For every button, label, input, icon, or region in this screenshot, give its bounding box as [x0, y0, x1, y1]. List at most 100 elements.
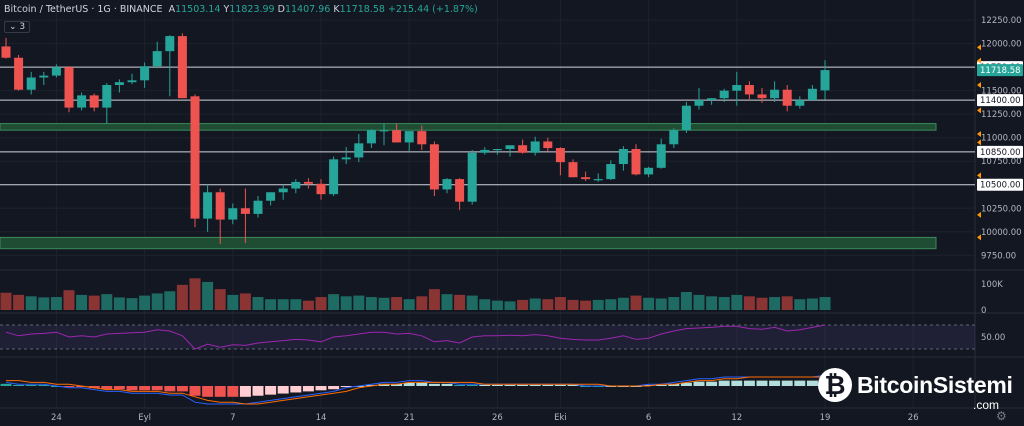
time-tick-label: 19 — [820, 413, 831, 423]
volume-bar — [176, 284, 188, 310]
candle-body — [354, 143, 364, 158]
macd-histogram-bar — [25, 384, 37, 386]
macd-histogram-bar — [239, 386, 251, 397]
macd-histogram-bar — [265, 386, 277, 395]
volume-bar — [605, 299, 617, 310]
time-tick-label: 26 — [908, 413, 919, 423]
macd-histogram-bar — [718, 380, 730, 386]
candle-body — [719, 90, 729, 99]
alert-marker-icon — [977, 82, 981, 89]
time-tick-label: 24 — [51, 413, 62, 423]
volume-bar — [88, 295, 100, 310]
candle-body — [329, 159, 339, 195]
volume-bar — [617, 297, 629, 310]
candle-body — [618, 148, 628, 165]
rsi-line — [5, 324, 826, 350]
macd-histogram-bar — [655, 384, 667, 386]
macd-histogram-bar — [139, 386, 151, 391]
price-tick-label: 12250.00 — [981, 16, 1022, 26]
time-tick-label: Eki — [554, 413, 567, 423]
alert-marker-icon — [977, 234, 981, 241]
macd-histogram-bar — [743, 380, 755, 386]
symbol-header: Bitcoin / TetherUS · 1G · BINANCE A11503… — [4, 4, 478, 15]
candle-body — [807, 88, 817, 101]
volume-bar — [202, 281, 214, 310]
current-price-tag — [977, 64, 1023, 77]
volume-bar — [63, 290, 75, 310]
volume-bar — [265, 299, 277, 310]
gear-icon[interactable]: ⚙ — [996, 409, 1007, 423]
volume-bar — [529, 298, 541, 310]
volume-bar — [378, 297, 390, 310]
candle-body — [240, 208, 250, 214]
candle-body — [51, 67, 61, 76]
volume-bar — [769, 297, 781, 310]
candle-body — [732, 85, 742, 91]
macd-histogram-bar — [227, 386, 239, 397]
macd-histogram-bar — [781, 380, 793, 386]
high-label: Y — [223, 4, 230, 15]
volume-bar — [794, 299, 806, 310]
symbol-name[interactable]: Bitcoin / TetherUS · 1G · BINANCE — [4, 4, 163, 15]
rsi-tick-label: 50.00 — [981, 333, 1005, 343]
candle-body — [782, 89, 792, 106]
candle-body — [568, 162, 578, 178]
volume-bar — [25, 296, 37, 310]
candle-body — [417, 131, 427, 145]
volume-bar — [139, 295, 151, 310]
macd-histogram-bar — [403, 382, 415, 386]
candle-body — [64, 67, 74, 108]
candle-body — [303, 181, 313, 184]
support-zone — [0, 236, 937, 250]
macd-histogram-bar — [806, 380, 818, 386]
candle-body — [631, 148, 641, 175]
candle-body — [39, 75, 49, 78]
price-level-tag-label: 10850.00 — [980, 148, 1021, 158]
candle-body — [644, 167, 654, 175]
volume-bar — [302, 300, 314, 310]
candle-body — [127, 80, 137, 83]
indicators-toggle[interactable]: ⌄ 3 — [4, 21, 31, 33]
volume-bar — [567, 299, 579, 310]
macd-histogram-bar — [365, 384, 377, 386]
support-zone — [0, 123, 937, 131]
macd-histogram-bar — [315, 386, 327, 391]
macd-histogram-bar — [517, 384, 529, 386]
open-value: 11503.14 — [175, 4, 221, 15]
time-tick-label: 12 — [731, 413, 742, 423]
volume-bar — [239, 293, 251, 310]
volume-bar — [353, 295, 365, 310]
candle-body — [492, 148, 502, 151]
macd-histogram-bar — [643, 384, 655, 386]
volume-bar — [706, 296, 718, 310]
macd-histogram-bar — [668, 383, 680, 386]
candle-body — [404, 131, 414, 143]
macd-histogram-bar — [680, 382, 692, 386]
candle-body — [820, 70, 830, 91]
alert-marker-icon — [977, 139, 981, 146]
macd-histogram-bar — [441, 383, 453, 386]
macd-histogram-bar — [340, 386, 352, 388]
volume-bar — [756, 297, 768, 310]
volume-bar — [743, 296, 755, 310]
open-label: A — [168, 4, 176, 15]
volume-bar — [50, 297, 62, 310]
macd-histogram-bar — [13, 384, 25, 386]
volume-bar — [554, 297, 566, 310]
candle-body — [442, 179, 452, 190]
price-level-tag — [977, 145, 1023, 158]
candle-body — [152, 51, 162, 67]
macd-histogram-bar — [416, 382, 428, 386]
price-tick-label: 9750.00 — [981, 251, 1016, 261]
macd-histogram-bar — [164, 386, 176, 392]
candle-body — [215, 192, 225, 220]
volume-bar — [680, 292, 692, 310]
candle-body — [480, 149, 490, 153]
candle-body — [429, 144, 439, 190]
alert-marker-icon — [977, 130, 981, 137]
candle-body — [89, 95, 99, 108]
macd-histogram-bar — [454, 384, 466, 386]
candle-body — [114, 82, 124, 86]
volume-bar — [277, 299, 289, 310]
